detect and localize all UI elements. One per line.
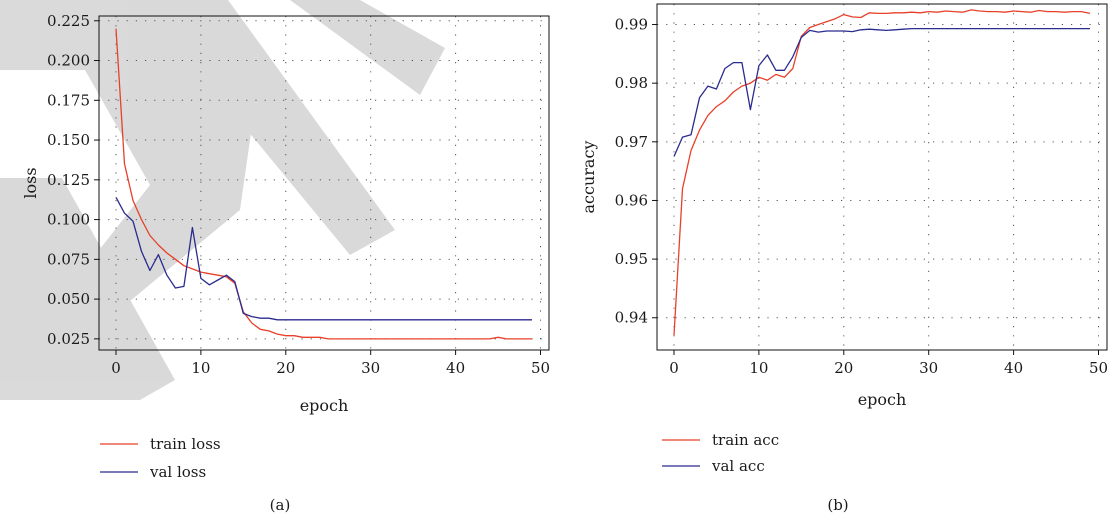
y-tick-label: 0.200	[47, 52, 90, 70]
train-series-line	[673, 9, 1091, 336]
accuracy-chart-grid	[657, 4, 1107, 350]
watermark-band-3	[140, 0, 395, 255]
y-tick-label: 0.125	[47, 171, 90, 189]
loss-chart-y-axis-label: loss	[21, 167, 40, 198]
x-tick-label: 0	[111, 359, 121, 377]
y-tick-label: 0.99	[615, 16, 648, 34]
loss-chart-x-axis-label: epoch	[300, 396, 349, 415]
x-tick-label: 40	[446, 359, 465, 377]
x-tick-label: 0	[669, 359, 679, 377]
x-tick-label: 40	[1004, 359, 1023, 377]
x-tick-label: 30	[919, 359, 938, 377]
val-series-line	[673, 27, 1090, 157]
x-tick-label: 30	[361, 359, 380, 377]
legend-label: val loss	[149, 463, 206, 481]
accuracy-chart-legend: train acc val acc	[662, 431, 779, 475]
legend-label: train acc	[712, 431, 779, 449]
x-tick-label: 50	[531, 359, 550, 377]
accuracy-chart-ticks: 0 10 20 30 40 50 0.94 0.95 0.96 0.97 0.98 0.99	[615, 16, 1108, 377]
y-tick-label: 0.96	[615, 191, 648, 209]
y-tick-label: 0.075	[47, 250, 90, 268]
accuracy-chart-series	[673, 9, 1091, 336]
loss-chart: 0 10 20 30 40 50 0.025 0.050 0.075 0.100 0.125 0.15…	[21, 12, 550, 514]
legend-item: val loss	[100, 463, 206, 481]
legend-label: train loss	[150, 435, 221, 453]
x-tick-label: 10	[749, 359, 768, 377]
loss-chart-plot-frame	[98, 15, 550, 351]
val-series-line	[115, 196, 532, 321]
accuracy-chart-x-axis-label: epoch	[858, 390, 907, 409]
loss-chart-ticks: 0 10 20 30 40 50 0.025 0.050 0.075 0.100 0.125 0.15…	[47, 12, 550, 377]
accuracy-chart: 0 10 20 30 40 50 0.94 0.95 0.96 0.97 0.98 0.99 epoc…	[579, 3, 1108, 514]
y-tick-label: 0.100	[47, 211, 90, 229]
y-tick-label: 0.98	[615, 74, 648, 92]
train-series-line	[115, 28, 532, 340]
y-tick-label: 0.150	[47, 131, 90, 149]
legend-item: train loss	[100, 435, 221, 453]
y-tick-label: 0.175	[47, 91, 90, 109]
loss-chart-grid	[99, 16, 549, 350]
x-tick-label: 10	[191, 359, 210, 377]
loss-chart-series	[115, 28, 532, 340]
legend-label: val acc	[711, 457, 765, 475]
x-tick-label: 50	[1089, 359, 1108, 377]
legend-item: train acc	[662, 431, 779, 449]
y-tick-label: 0.95	[615, 250, 648, 268]
loss-chart-caption: (a)	[270, 496, 291, 514]
watermark-band-4	[290, 0, 445, 95]
x-tick-label: 20	[276, 359, 295, 377]
accuracy-chart-caption: (b)	[827, 496, 848, 514]
loss-chart-legend: train loss val loss	[100, 435, 221, 481]
y-tick-label: 0.97	[615, 133, 648, 151]
legend-item: val acc	[662, 457, 765, 475]
y-tick-label: 0.94	[615, 309, 648, 327]
y-tick-label: 0.050	[47, 290, 90, 308]
y-tick-label: 0.025	[47, 330, 90, 348]
watermark	[0, 0, 445, 400]
y-tick-label: 0.225	[47, 12, 90, 30]
x-tick-label: 20	[834, 359, 853, 377]
accuracy-chart-y-axis-label: accuracy	[579, 141, 598, 214]
watermark-band-2	[0, 0, 255, 330]
accuracy-chart-plot-frame	[656, 3, 1108, 351]
